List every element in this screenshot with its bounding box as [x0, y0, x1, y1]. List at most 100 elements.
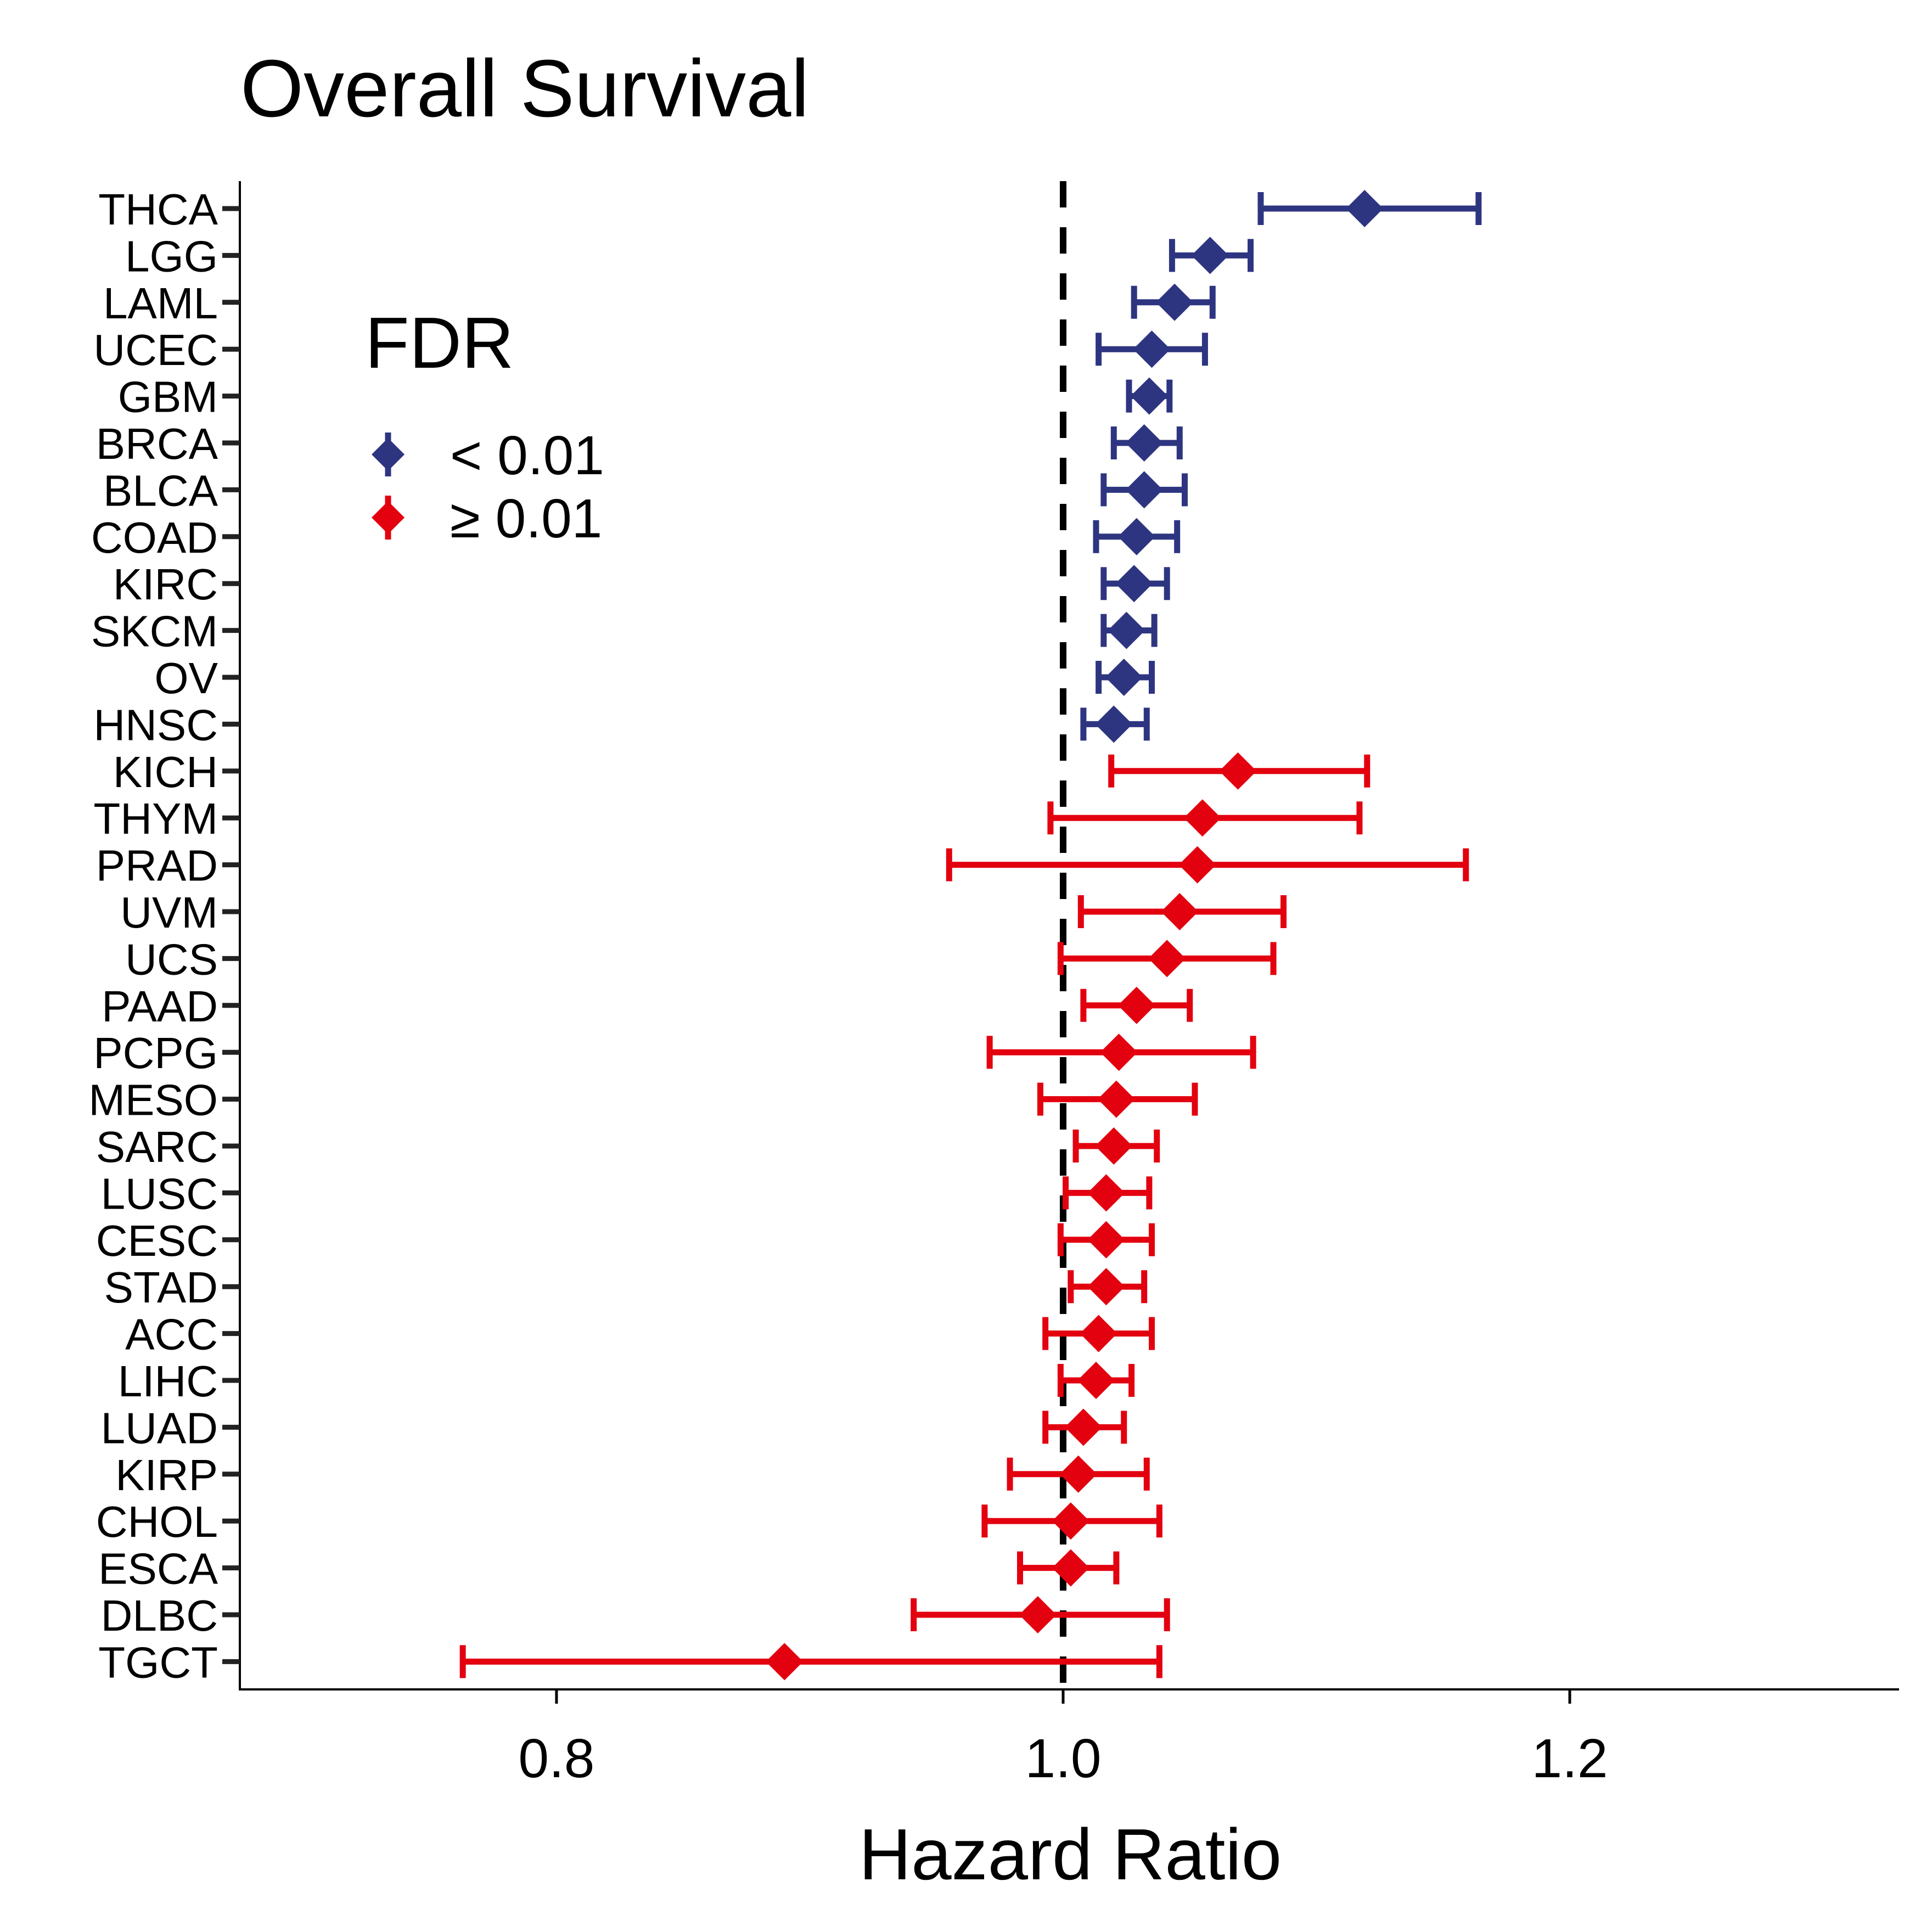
forest-row — [1100, 611, 1158, 649]
hr-point — [1052, 1502, 1089, 1540]
hr-point — [1115, 565, 1153, 603]
forest-row — [1257, 190, 1482, 227]
hr-point — [1148, 940, 1186, 978]
legend-key-diamond — [372, 501, 405, 534]
forest-row — [1063, 1174, 1153, 1212]
y-tick-label: DLBC — [101, 1591, 218, 1640]
hr-point — [1100, 1034, 1138, 1071]
hr-point — [1019, 1596, 1057, 1633]
hr-point — [1117, 518, 1155, 555]
forest-row — [1047, 799, 1363, 837]
x-tick-label: 1.2 — [1532, 1728, 1608, 1789]
forest-row — [1037, 1080, 1198, 1118]
forest-row — [1007, 1455, 1150, 1493]
forest-row — [459, 1643, 1162, 1681]
hr-point — [1183, 799, 1221, 837]
y-tick-label: THYM — [93, 794, 218, 843]
legend-title: FDR — [365, 302, 514, 383]
y-tick-label: OV — [154, 654, 218, 703]
hr-point — [1133, 330, 1171, 368]
forest-row — [1072, 1127, 1160, 1165]
legend-key-diamond — [372, 438, 405, 471]
forest-row — [1108, 752, 1371, 790]
y-tick-label: GBM — [118, 373, 218, 422]
hr-point — [1156, 283, 1194, 321]
y-tick-label: UVM — [120, 888, 218, 937]
y-tick-label: LGG — [125, 232, 218, 280]
forest-row — [1017, 1549, 1120, 1587]
hr-point — [1346, 190, 1384, 227]
hr-point — [1087, 1268, 1125, 1306]
hr-point — [766, 1643, 804, 1681]
y-tick-label: PRAD — [96, 841, 218, 890]
y-tick-label: SKCM — [91, 607, 218, 656]
legend: FDR < 0.01≥ 0.01 — [365, 302, 604, 549]
y-tick-label: UCEC — [93, 325, 218, 374]
forest-row — [1096, 659, 1155, 696]
hr-point — [1087, 1221, 1125, 1259]
forest-row — [1110, 424, 1183, 462]
forest-row — [1093, 518, 1181, 555]
hr-point — [1095, 705, 1133, 743]
forest-row — [1131, 283, 1216, 321]
hr-point — [1095, 1127, 1133, 1165]
forest-row — [1169, 237, 1254, 274]
y-tick-label: BRCA — [96, 419, 218, 468]
hr-point — [1097, 1080, 1135, 1118]
legend-label: < 0.01 — [450, 425, 604, 486]
hr-point — [1191, 237, 1229, 274]
y-tick-label: LUSC — [101, 1169, 218, 1218]
hr-point — [1080, 1315, 1117, 1352]
forest-row — [981, 1502, 1162, 1540]
y-tick-label: CHOL — [96, 1497, 218, 1546]
y-tick-label: PAAD — [102, 982, 218, 1031]
forest-row — [1080, 705, 1150, 743]
forest-row — [1100, 565, 1170, 603]
forest-row — [1068, 1268, 1148, 1306]
x-tick-label: 0.8 — [518, 1728, 594, 1789]
y-tick-label: HNSC — [93, 700, 218, 749]
hr-point — [1125, 424, 1163, 462]
y-tick-label: STAD — [104, 1263, 218, 1312]
y-tick-label: THCA — [98, 185, 218, 234]
x-axis-label: Hazard Ratio — [859, 1814, 1282, 1895]
hr-point — [1077, 1362, 1115, 1399]
y-tick-label: MESO — [88, 1076, 218, 1125]
y-tick-label: UCS — [125, 935, 218, 984]
hr-point — [1052, 1549, 1089, 1587]
forest-row — [986, 1034, 1256, 1071]
y-tick-label: LAML — [103, 279, 218, 328]
hr-point — [1125, 471, 1163, 509]
hr-point — [1219, 752, 1257, 790]
y-tick-label: PCPG — [93, 1029, 218, 1077]
hr-point — [1087, 1174, 1125, 1212]
hr-point — [1059, 1455, 1097, 1493]
hr-point — [1178, 846, 1216, 884]
hr-point — [1117, 986, 1155, 1024]
forest-row — [1057, 940, 1277, 978]
y-tick-label: COAD — [91, 513, 218, 562]
forest-row — [946, 846, 1469, 884]
plot-area — [459, 181, 1482, 1689]
y-tick-label: KIRP — [115, 1451, 218, 1499]
x-tick-label: 1.0 — [1025, 1728, 1101, 1789]
forest-row — [1100, 471, 1188, 509]
legend-label: ≥ 0.01 — [450, 488, 602, 549]
y-tick-label: LUAD — [101, 1403, 218, 1452]
forest-row — [1042, 1315, 1155, 1352]
forest-row — [911, 1596, 1170, 1633]
legend-entry: ≥ 0.01 — [372, 488, 602, 549]
y-tick-label: ESCA — [98, 1545, 218, 1593]
hr-point — [1161, 893, 1199, 930]
y-tick-label: TGCT — [98, 1638, 218, 1687]
y-tick-label: ACC — [125, 1310, 218, 1359]
chart-title: Overall Survival — [240, 43, 809, 134]
legend-entry: < 0.01 — [372, 425, 604, 486]
forest-row — [1080, 986, 1193, 1024]
forest-row — [1042, 1408, 1127, 1446]
y-tick-label: LIHC — [118, 1357, 218, 1406]
forest-row — [1077, 893, 1287, 930]
forest-row — [1126, 377, 1173, 415]
forest-row — [1057, 1362, 1135, 1399]
